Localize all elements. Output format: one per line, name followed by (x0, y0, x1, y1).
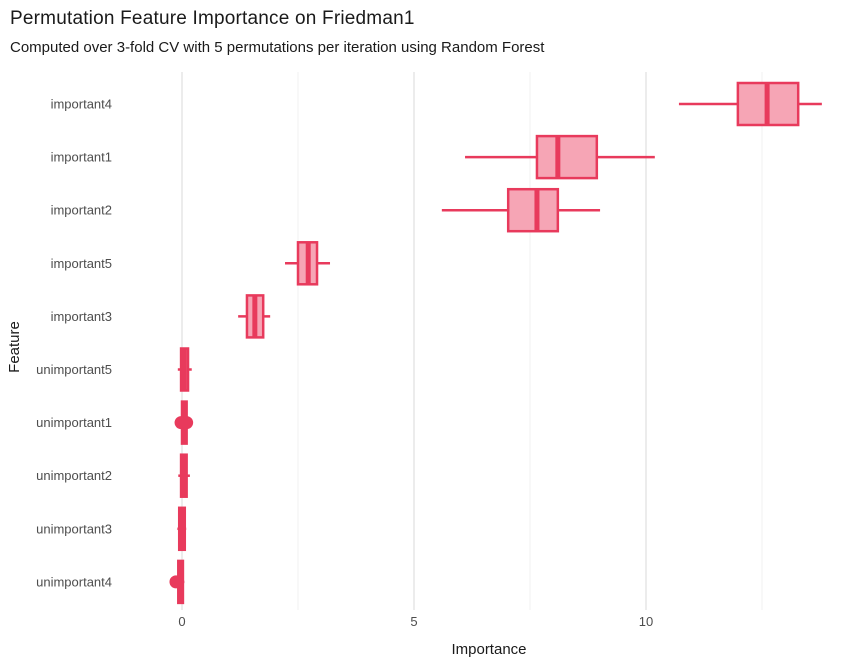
boxplot-unimportant5 (177, 347, 192, 392)
outlier-dot (169, 575, 183, 589)
y-category-label: unimportant3 (36, 521, 112, 536)
boxplot-important5 (285, 241, 331, 286)
y-axis-title: Feature (6, 321, 23, 373)
boxplot-important1 (465, 134, 655, 180)
y-category-label: unimportant4 (36, 574, 112, 589)
boxplot-important3 (238, 294, 271, 339)
y-category-label: important4 (51, 97, 112, 112)
y-category-label: unimportant2 (36, 468, 112, 483)
chart-title: Permutation Feature Importance on Friedm… (10, 8, 415, 29)
box-rect (506, 187, 560, 233)
boxplot-important4 (678, 81, 822, 127)
boxplot-unimportant3 (177, 506, 187, 552)
boxplot-important2 (441, 187, 601, 233)
gridlines (181, 72, 763, 610)
y-category-label: unimportant5 (36, 362, 112, 377)
x-tick-label: 0 (178, 614, 185, 629)
box-rect (535, 134, 599, 180)
x-axis-title: Importance (451, 641, 526, 658)
boxplot-unimportant2 (178, 453, 190, 498)
axis-labels: important4 important1 important2 important5… (36, 97, 653, 630)
boxplots (169, 81, 822, 605)
outlier-dot (180, 416, 194, 430)
y-category-label: unimportant1 (36, 415, 112, 430)
boxplot-unimportant4 (169, 559, 185, 605)
y-category-label: important3 (51, 309, 112, 324)
x-tick-label: 5 (410, 614, 417, 629)
y-category-label: important5 (51, 256, 112, 271)
boxplot-unimportant1 (174, 400, 194, 445)
chart-subtitle: Computed over 3-fold CV with 5 permutati… (10, 39, 545, 56)
x-tick-label: 10 (639, 614, 653, 629)
y-category-label: important2 (51, 203, 112, 218)
y-category-label: important1 (51, 150, 112, 165)
